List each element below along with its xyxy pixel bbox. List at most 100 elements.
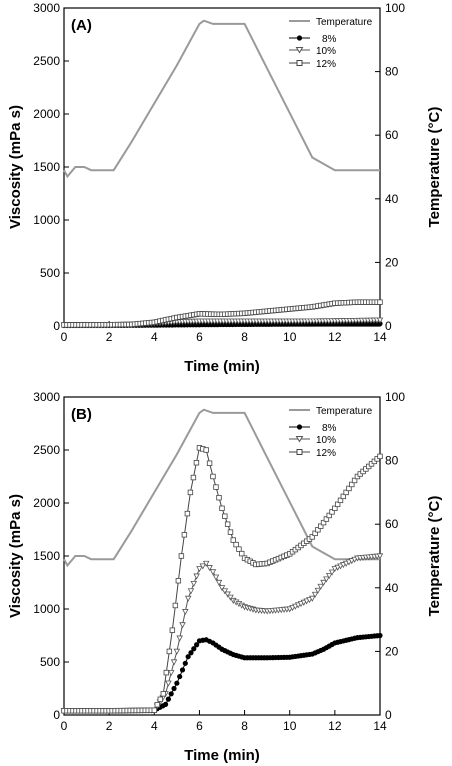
x-axis-title-b: Time (min) <box>184 747 260 764</box>
series-point-s10-b-85 <box>309 595 316 602</box>
series-point-s10-b-50 <box>209 569 217 576</box>
series-point-s8-b-37 <box>171 685 177 692</box>
legend-marker-8-b <box>296 424 303 430</box>
series-point-s12-b-84 <box>309 534 315 540</box>
series-point-s10-b-91 <box>325 573 333 580</box>
x-axis-title-a: Time (min) <box>184 358 260 375</box>
series-point-s12-b-31 <box>154 702 160 708</box>
series-point-s8-a-105 <box>377 321 383 327</box>
legend-a: Temperature 8% 10% 12% <box>289 17 373 70</box>
series-point-s8-b-41 <box>182 660 188 666</box>
series-point-s10-b-46 <box>196 566 203 573</box>
y2-tick-label-b-5: 100 <box>385 390 405 404</box>
series-point-s12-b-39 <box>178 553 185 559</box>
y-ticks-b: 0 500 1000 1500 2000 2500 3000 <box>33 390 69 722</box>
series-point-s12-b-56 <box>230 537 236 543</box>
series-point-s12-a-111 <box>377 299 383 305</box>
x-tick-label-a-3: 6 <box>196 330 203 344</box>
x-tick-label-a-6: 12 <box>328 330 342 344</box>
y-axis-title-b: Viscosity (mPa s) <box>7 494 24 618</box>
legend-label-12-b: 12% <box>316 448 336 459</box>
series-line-s10-b <box>64 555 381 712</box>
series-point-s10-b-43 <box>187 588 195 595</box>
y2-tick-label-b-3: 60 <box>385 517 399 531</box>
y-axis-title-a: Viscosity (mPa s) <box>7 105 24 229</box>
y2-tick-label-b-2: 40 <box>385 581 399 595</box>
x-tick-label-b-2: 4 <box>151 719 158 733</box>
series-point-s10-b-38 <box>173 648 181 655</box>
series-point-s12-b-52 <box>219 505 225 511</box>
series-point-s10-b-49 <box>206 565 213 572</box>
series-point-s12-b-53 <box>222 513 228 519</box>
series-point-s8-b-40 <box>179 667 186 673</box>
series-point-s10-b-44 <box>190 580 198 587</box>
y2-ticks-a: 0 20 40 60 80 100 <box>375 1 405 333</box>
x-ticks-b: 0 2 4 6 8 10 12 14 <box>61 710 387 733</box>
series-group-a <box>60 19 384 329</box>
series-point-s12-b-108 <box>377 453 383 460</box>
series-point-s12-b-54 <box>224 521 231 527</box>
y2-tick-label-b-4: 80 <box>385 454 399 468</box>
series-point-s12-b-95 <box>340 493 347 500</box>
panel-a: 0 2 4 6 8 10 12 14 0 500 1000 1500 2000 2500 3000 0 20… <box>7 1 443 375</box>
series-point-s8-b-43 <box>188 650 194 656</box>
series-line-temperature-a <box>63 19 380 179</box>
series-point-s10-b-53 <box>218 585 226 592</box>
panel-label-b: (B) <box>71 406 92 423</box>
series-point-s12-b-58 <box>236 546 242 552</box>
series-point-s12-b-51 <box>216 494 222 501</box>
series-point-s12-b-59 <box>239 550 245 557</box>
series-point-s12-b-49 <box>210 473 216 480</box>
y-tick-label-a-4: 2000 <box>33 107 60 121</box>
series-point-s12-b-38 <box>175 578 182 584</box>
series-point-s12-b-89 <box>323 516 330 522</box>
x-tick-label-a-7: 14 <box>373 330 387 344</box>
series-point-s12-b-90 <box>326 512 332 519</box>
x-tick-label-b-5: 10 <box>283 719 297 733</box>
series-point-s12-b-34 <box>163 669 170 676</box>
series-point-s12-b-43 <box>190 474 197 481</box>
legend-b: Temperature 8% 10% 12% <box>289 406 373 459</box>
series-point-s12-b-88 <box>320 519 327 526</box>
series-point-s12-b-91 <box>329 509 335 515</box>
y-tick-label-b-6: 3000 <box>33 390 60 404</box>
series-point-s10-b-40 <box>179 622 186 629</box>
series-point-s10-b-86 <box>311 591 319 598</box>
series-point-s10-b-56 <box>227 594 234 601</box>
y-tick-label-b-5: 2500 <box>33 443 60 457</box>
y2-tick-label-b-0: 0 <box>385 708 392 722</box>
legend-marker-12-a <box>296 60 303 66</box>
series-point-s12-b-97 <box>346 485 352 492</box>
series-point-s12-b-87 <box>318 523 324 529</box>
series-point-s10-b-48 <box>202 560 210 567</box>
series-point-s12-b-86 <box>315 527 321 533</box>
series-point-s8-b-109 <box>377 632 383 639</box>
legend-label-10-b: 10% <box>316 435 336 446</box>
y2-tick-label-a-3: 60 <box>385 128 399 142</box>
y-tick-label-a-1: 500 <box>40 266 60 280</box>
y-tick-label-a-0: 0 <box>53 319 60 333</box>
x-tick-label-b-4: 8 <box>241 719 248 733</box>
x-tick-label-a-1: 2 <box>106 330 113 344</box>
y-tick-label-b-1: 500 <box>40 655 60 669</box>
panel-label-a: (A) <box>71 17 92 34</box>
series-point-s8-b-35 <box>165 696 171 702</box>
x-tick-label-b-1: 2 <box>106 719 113 733</box>
y-tick-label-a-6: 3000 <box>33 1 60 15</box>
series-point-s10-b-109 <box>376 553 384 560</box>
series-point-s10-b-52 <box>215 579 223 586</box>
y2-axis-title-b: Temperature (°C) <box>426 496 443 617</box>
series-point-s12-b-96 <box>343 489 349 496</box>
x-tick-label-b-3: 6 <box>196 719 203 733</box>
y-tick-label-b-0: 0 <box>53 708 60 722</box>
x-tick-label-b-7: 14 <box>373 719 387 733</box>
series-point-s12-b-85 <box>312 530 318 537</box>
y2-tick-label-a-0: 0 <box>385 319 392 333</box>
series-point-s12-b-98 <box>349 481 355 488</box>
series-point-s12-b-42 <box>187 489 194 496</box>
y-tick-label-a-5: 2500 <box>33 54 60 68</box>
series-point-s12-b-93 <box>334 501 341 508</box>
legend-label-12-a: 12% <box>316 59 336 70</box>
series-point-s8-b-36 <box>168 691 174 697</box>
